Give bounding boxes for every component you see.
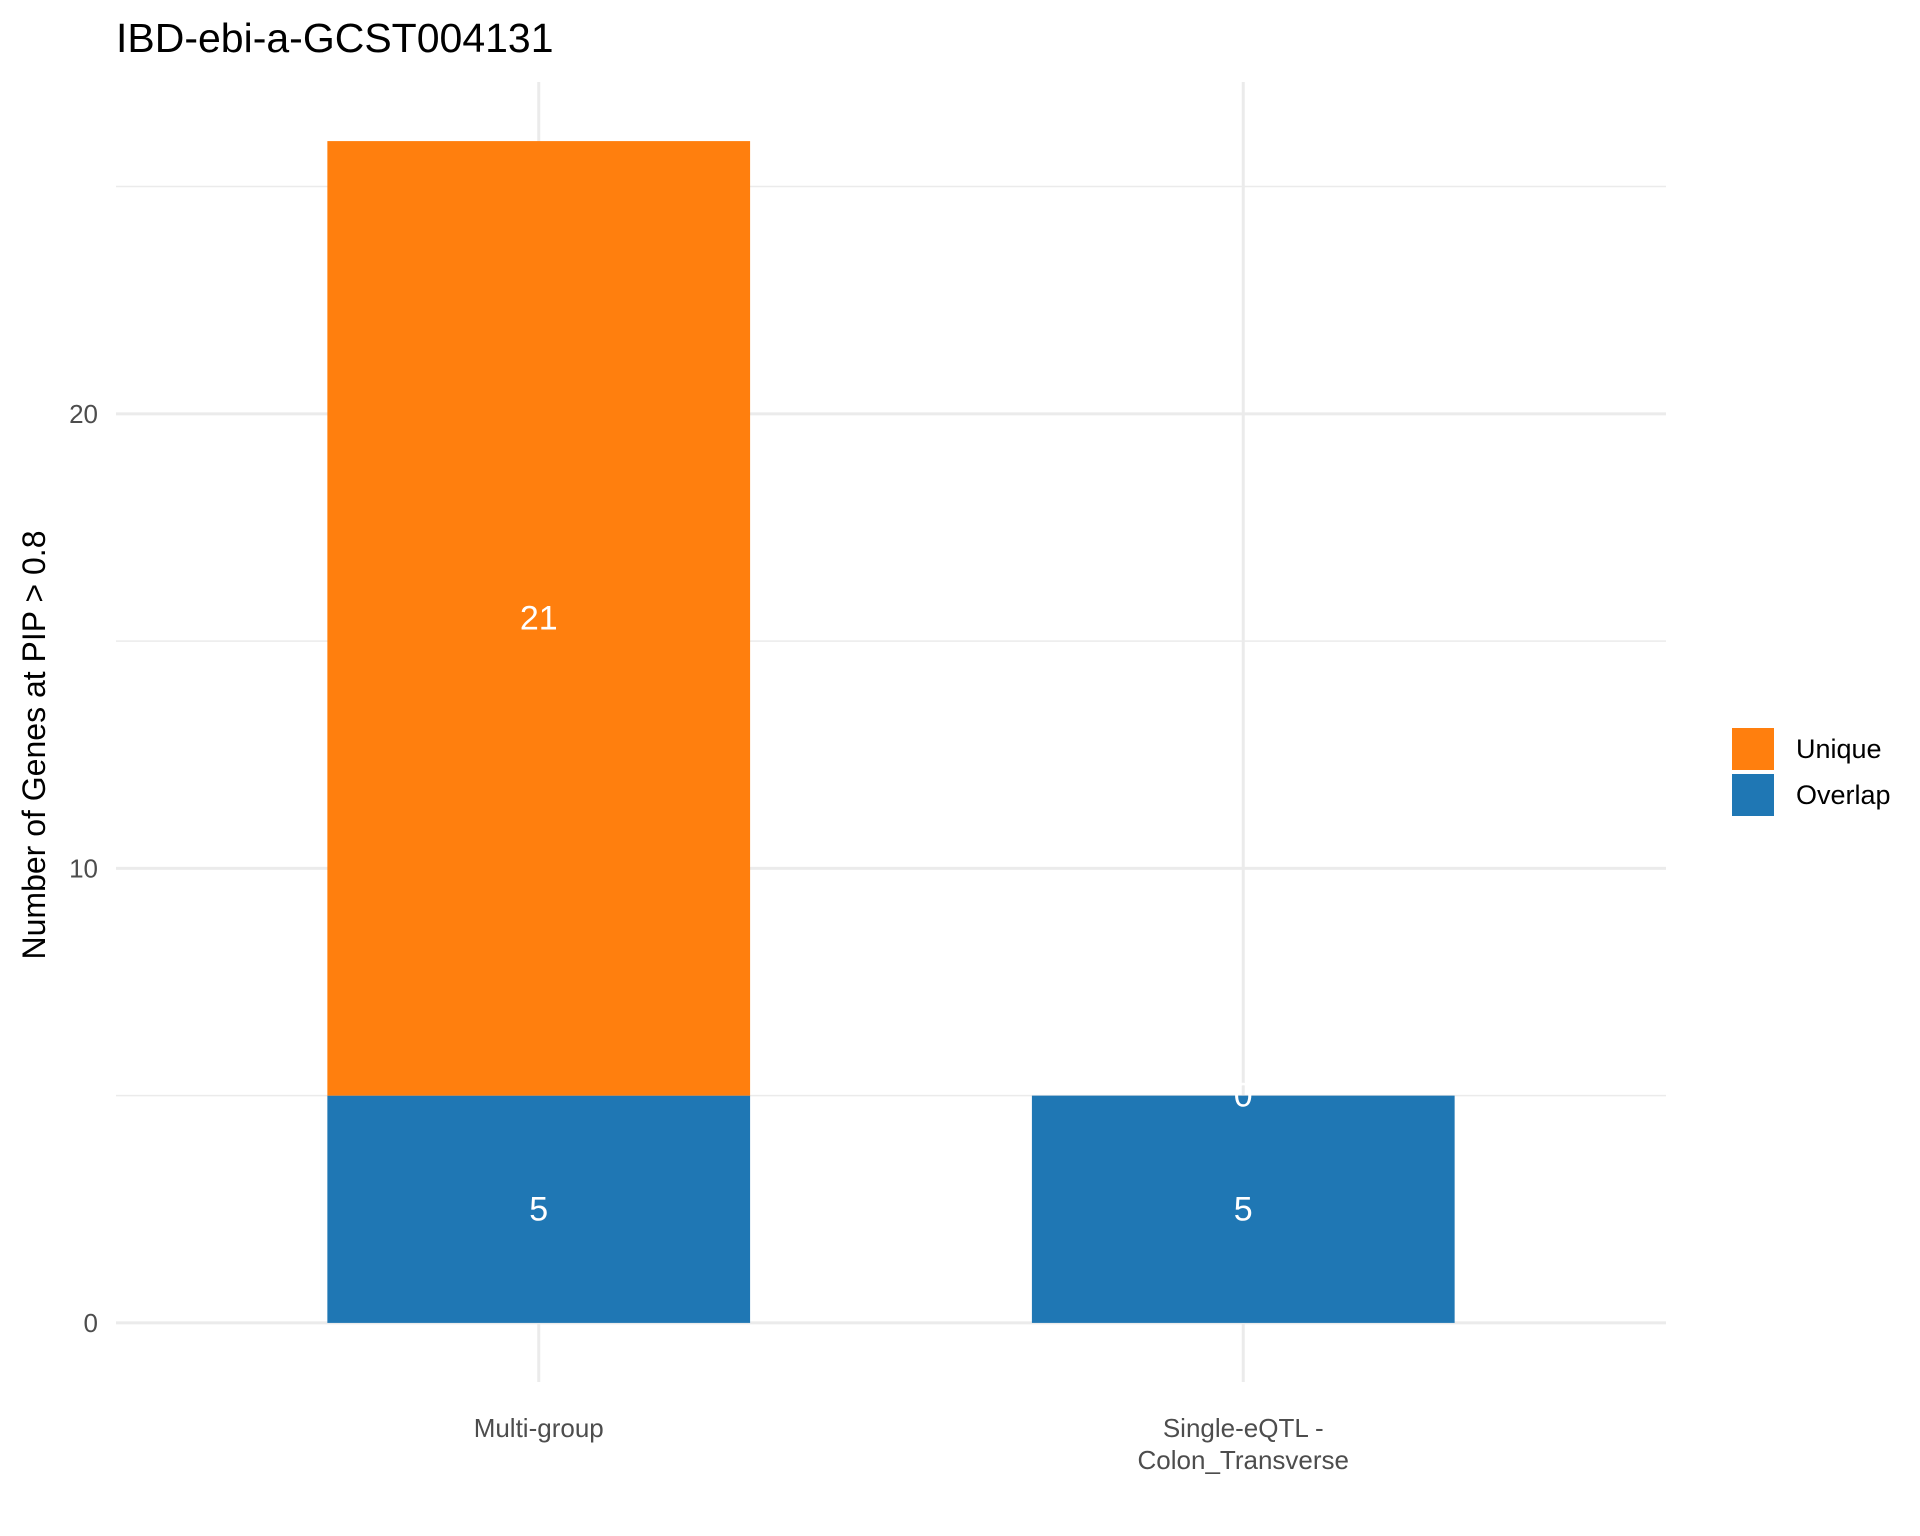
- bars: [327, 141, 1455, 1323]
- x-axis-ticks: Multi-group Single-eQTL -Colon_Transverse: [474, 1413, 1349, 1475]
- data-label-overlap: 5: [529, 1190, 548, 1228]
- y-tick-label: 10: [69, 853, 98, 883]
- y-tick-label: 20: [69, 399, 98, 429]
- bar-unique: [327, 141, 751, 1096]
- x-tick-label-line: Colon_Transverse: [1138, 1445, 1349, 1475]
- data-labels: 5 21 5 0: [520, 599, 1253, 1228]
- x-tick-label: Single-eQTL -Colon_Transverse: [1138, 1413, 1349, 1475]
- y-axis-ticks: 0 10 20: [69, 399, 98, 1338]
- x-tick-label-line: Single-eQTL -: [1163, 1413, 1324, 1443]
- legend-key-overlap: [1732, 774, 1774, 816]
- legend-label-unique: Unique: [1796, 734, 1882, 764]
- data-label-unique: 0: [1234, 1077, 1253, 1115]
- chart-title: IBD-ebi-a-GCST004131: [116, 15, 554, 61]
- x-tick-label-line: Multi-group: [474, 1413, 604, 1443]
- data-label-unique: 21: [520, 599, 558, 637]
- x-tick-label: Multi-group: [474, 1413, 604, 1443]
- legend: Unique Overlap: [1732, 728, 1891, 816]
- bar-overlap: [327, 1095, 751, 1323]
- data-label-overlap: 5: [1234, 1190, 1253, 1228]
- legend-label-overlap: Overlap: [1796, 780, 1891, 810]
- y-tick-label: 0: [84, 1308, 98, 1338]
- bar-overlap: [1031, 1095, 1455, 1323]
- y-axis-title: Number of Genes at PIP > 0.8: [16, 531, 52, 960]
- legend-key-unique: [1732, 728, 1774, 770]
